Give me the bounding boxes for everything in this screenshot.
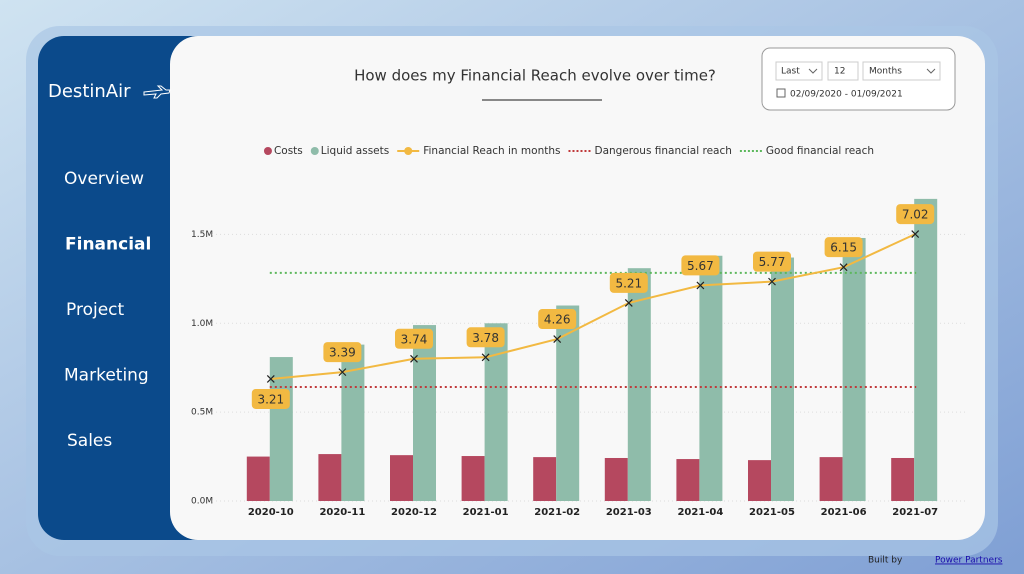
x-tick-label: 2021-01 <box>463 507 509 518</box>
bar <box>341 344 365 501</box>
bar <box>891 457 915 501</box>
bar <box>676 459 700 501</box>
line-marker <box>696 281 705 290</box>
chart-title: How does my Financial Reach evolve over … <box>354 67 716 85</box>
data-label: 7.02 <box>902 208 929 222</box>
line-marker <box>624 298 633 307</box>
legend-label: Costs <box>274 145 303 157</box>
bar <box>748 460 771 501</box>
bar <box>771 257 794 501</box>
line-marker <box>911 230 920 239</box>
data-label: 3.21 <box>257 392 284 406</box>
navigation: Overview Financial Project Marketing Sales <box>64 169 151 451</box>
nav-item[interactable]: Financial <box>65 235 151 255</box>
nav-item[interactable]: Overview <box>64 169 144 189</box>
calendar-icon <box>776 88 786 98</box>
line-marker <box>768 277 776 286</box>
bar <box>390 455 413 501</box>
legend-swatch <box>310 147 319 155</box>
line-marker <box>481 353 490 362</box>
data-label-box <box>609 272 648 293</box>
bar <box>842 237 866 502</box>
unit-text: Months <box>869 67 902 77</box>
legend-label: Financial Reach in months <box>423 145 560 157</box>
legend-swatch <box>404 147 413 155</box>
data-label-box <box>681 255 720 276</box>
x-tick-label: 2021-04 <box>677 507 723 518</box>
brand: DestinAir <box>48 81 131 102</box>
x-tick-label: 2021-02 <box>534 507 580 518</box>
data-label: 3.74 <box>401 332 428 346</box>
chart: 0.0M 0.5M 1.0M 1.5M 2020-10 2020-11 2020-12 202… <box>191 145 968 518</box>
y-tick-label: 0.0M <box>191 497 213 507</box>
nav-item[interactable]: Marketing <box>64 366 149 386</box>
bar <box>819 457 843 501</box>
legend-label: Liquid assets <box>321 145 389 157</box>
line-marker <box>410 354 418 363</box>
data-label: 3.39 <box>329 346 356 360</box>
data-label: 5.21 <box>615 276 642 290</box>
line-marker <box>266 375 275 383</box>
count-input[interactable] <box>827 61 859 81</box>
bar <box>699 255 723 501</box>
bar <box>246 456 270 501</box>
x-tick-label: 2021-06 <box>821 507 867 518</box>
bar <box>413 325 436 501</box>
data-label: 5.77 <box>759 255 786 269</box>
footer-link[interactable]: Power Partners <box>935 556 1003 566</box>
data-label-box <box>896 204 935 225</box>
brand-icon <box>143 85 171 99</box>
mode-dropdown[interactable] <box>775 61 823 81</box>
bar <box>556 305 580 501</box>
nav-item[interactable]: Sales <box>67 431 112 451</box>
legend-swatch <box>263 147 272 155</box>
data-label-box <box>538 309 577 330</box>
bar <box>318 454 342 501</box>
x-tick-label: 2020-11 <box>319 507 365 518</box>
date-range: 02/09/2020 - 01/09/2021 <box>790 90 903 100</box>
nav-item[interactable]: Project <box>66 300 124 320</box>
data-label-box <box>323 342 362 363</box>
bar <box>533 457 557 501</box>
footer-text: Built by <box>868 556 903 566</box>
data-label: 4.26 <box>544 313 571 327</box>
y-tick-label: 1.5M <box>191 230 213 240</box>
data-label: 5.67 <box>687 259 714 273</box>
mode-text: Last <box>781 67 800 77</box>
x-tick-label: 2021-03 <box>606 507 652 518</box>
count-text: 12 <box>834 67 845 77</box>
x-tick-label: 2020-10 <box>248 507 294 518</box>
x-tick-label: 2021-05 <box>749 507 795 518</box>
line-marker <box>553 335 562 343</box>
line-marker <box>338 368 347 377</box>
data-label-box <box>466 327 505 348</box>
filter-panel: Last 12 Months 02/09/2020 - 01/09/2021 <box>761 47 956 111</box>
data-label: 6.15 <box>830 241 857 255</box>
legend-label: Dangerous financial reach <box>594 145 731 157</box>
unit-dropdown[interactable] <box>862 61 941 81</box>
x-tick-label: 2020-12 <box>391 507 437 518</box>
x-tick-label: 2021-07 <box>892 507 938 518</box>
bar <box>914 198 938 501</box>
bar <box>627 268 651 501</box>
y-tick-label: 0.5M <box>191 408 213 418</box>
bar <box>604 457 628 501</box>
line-marker <box>839 263 848 272</box>
bar <box>461 456 485 501</box>
line <box>270 233 916 380</box>
data-label-box <box>251 388 290 409</box>
legend-label: Good financial reach <box>766 145 874 157</box>
data-label-box <box>753 251 791 272</box>
bar <box>484 323 508 501</box>
y-tick-label: 1.0M <box>191 319 213 329</box>
chevron <box>926 68 936 74</box>
data-label: 3.78 <box>472 331 499 345</box>
chevron <box>808 68 818 74</box>
data-label-box <box>824 237 863 258</box>
legend: Costs Liquid assets Financial Reach in mon… <box>263 145 874 157</box>
data-label-box <box>395 328 433 349</box>
